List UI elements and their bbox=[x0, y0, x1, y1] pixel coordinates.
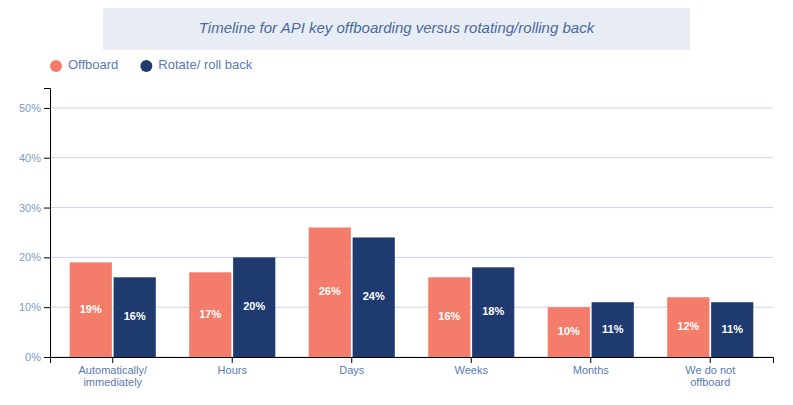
y-tick: 50% bbox=[19, 102, 50, 114]
y-tick: 20% bbox=[19, 251, 50, 263]
bar bbox=[353, 237, 395, 357]
x-tick-label-line: We do not bbox=[685, 364, 735, 376]
x-axis: Automatically/immediately Hours Days Weeks M… bbox=[51, 357, 774, 388]
x-tick-label-line: Hours bbox=[218, 364, 248, 376]
x-tick: Days bbox=[339, 357, 365, 376]
legend-label: Offboard bbox=[68, 57, 118, 72]
y-tick-mark bbox=[44, 257, 50, 258]
bar bbox=[592, 302, 634, 357]
chart-svg: Timeline for API key offboarding versus … bbox=[0, 0, 793, 405]
grid bbox=[50, 108, 773, 357]
y-tick: 0% bbox=[25, 351, 50, 363]
grid-line bbox=[50, 207, 773, 208]
x-tick: Hours bbox=[218, 357, 248, 376]
data-label: 16% bbox=[438, 310, 460, 322]
bar-series bbox=[70, 227, 710, 357]
x-tick-label: We do notoffboard bbox=[685, 364, 735, 389]
plot: 19% 17% 26% 16% 10% 12% 16% 20% 24% 18% 11% 11% 0% 10… bbox=[19, 89, 774, 389]
y-tick: 40% bbox=[19, 152, 50, 164]
bar bbox=[472, 267, 514, 357]
x-tick-mark bbox=[351, 357, 352, 363]
x-tick: Weeks bbox=[455, 357, 489, 376]
x-axis-line bbox=[51, 358, 774, 364]
data-label: 19% bbox=[80, 303, 102, 315]
legend-marker bbox=[140, 60, 152, 72]
bar-series bbox=[114, 237, 754, 357]
grid-line bbox=[50, 107, 773, 108]
y-tick-mark bbox=[44, 208, 50, 209]
x-tick-mark bbox=[710, 357, 711, 363]
x-tick-label: Days bbox=[339, 364, 365, 376]
x-tick-label: Weeks bbox=[455, 364, 489, 376]
data-label: 26% bbox=[319, 285, 341, 297]
bar bbox=[309, 227, 351, 357]
bar bbox=[428, 277, 470, 357]
bar bbox=[233, 257, 275, 357]
y-tick-mark bbox=[44, 108, 50, 109]
y-tick-label: 50% bbox=[19, 102, 41, 114]
y-axis-line bbox=[44, 89, 51, 358]
x-tick: Months bbox=[573, 357, 610, 376]
y-tick-mark bbox=[44, 158, 50, 159]
data-labels: 19% 17% 26% 16% 10% 12% 16% 20% 24% 18% 11% 11% bbox=[80, 285, 743, 337]
data-label: 11% bbox=[722, 323, 744, 335]
y-tick-label: 40% bbox=[19, 152, 41, 164]
data-label: 11% bbox=[602, 323, 624, 335]
x-tick: Automatically/immediately bbox=[78, 357, 147, 388]
x-tick-label: Months bbox=[573, 364, 610, 376]
title: Timeline for API key offboarding versus … bbox=[199, 19, 596, 36]
y-tick-label: 30% bbox=[19, 202, 41, 214]
x-tick-label: Hours bbox=[218, 364, 248, 376]
legend-marker bbox=[50, 60, 62, 72]
x-tick-label-line: offboard bbox=[690, 376, 730, 388]
y-tick-mark bbox=[44, 307, 50, 308]
y-tick-label: 0% bbox=[25, 351, 41, 363]
legend-item: Rotate/ roll back bbox=[140, 57, 252, 72]
bars bbox=[70, 227, 754, 357]
data-label: 10% bbox=[558, 325, 580, 337]
y-tick-label: 20% bbox=[19, 251, 41, 263]
data-label: 20% bbox=[243, 300, 265, 312]
bar bbox=[189, 272, 231, 357]
x-tick-mark bbox=[590, 357, 591, 363]
bar bbox=[711, 302, 753, 357]
x-tick-label-line: Weeks bbox=[455, 364, 489, 376]
x-tick-label-line: immediately bbox=[83, 376, 142, 388]
y-tick-label: 10% bbox=[19, 301, 41, 313]
x-tick-label-line: Automatically/ bbox=[78, 364, 147, 376]
data-label: 16% bbox=[124, 310, 146, 322]
x-tick-label-line: Months bbox=[573, 364, 610, 376]
grid-line bbox=[50, 257, 773, 258]
x-tick-mark bbox=[112, 357, 113, 363]
data-label: 24% bbox=[363, 290, 385, 302]
x-tick-mark bbox=[232, 357, 233, 363]
legend-label: Rotate/ roll back bbox=[158, 57, 252, 72]
grid-line bbox=[50, 157, 773, 158]
data-label: 17% bbox=[199, 308, 221, 320]
bar bbox=[667, 297, 709, 357]
y-tick: 30% bbox=[19, 202, 50, 214]
title-background bbox=[103, 8, 690, 50]
legend: Offboard Rotate/ roll back bbox=[50, 57, 253, 72]
data-label: 12% bbox=[677, 320, 699, 332]
x-tick-mark bbox=[471, 357, 472, 363]
y-tick-mark bbox=[44, 357, 50, 358]
title-box: Timeline for API key offboarding versus … bbox=[103, 8, 690, 50]
x-tick: We do notoffboard bbox=[685, 357, 735, 388]
bar bbox=[548, 307, 590, 357]
grid-line bbox=[50, 307, 773, 308]
y-axis: 0% 10% 20% 30% 40% 50% bbox=[19, 89, 51, 364]
y-tick: 10% bbox=[19, 301, 50, 313]
data-label: 18% bbox=[482, 305, 504, 317]
bar bbox=[114, 277, 156, 357]
x-tick-label-line: Days bbox=[339, 364, 365, 376]
x-tick-label: Automatically/immediately bbox=[78, 364, 147, 389]
bar bbox=[70, 262, 112, 357]
legend-item: Offboard bbox=[50, 57, 118, 72]
